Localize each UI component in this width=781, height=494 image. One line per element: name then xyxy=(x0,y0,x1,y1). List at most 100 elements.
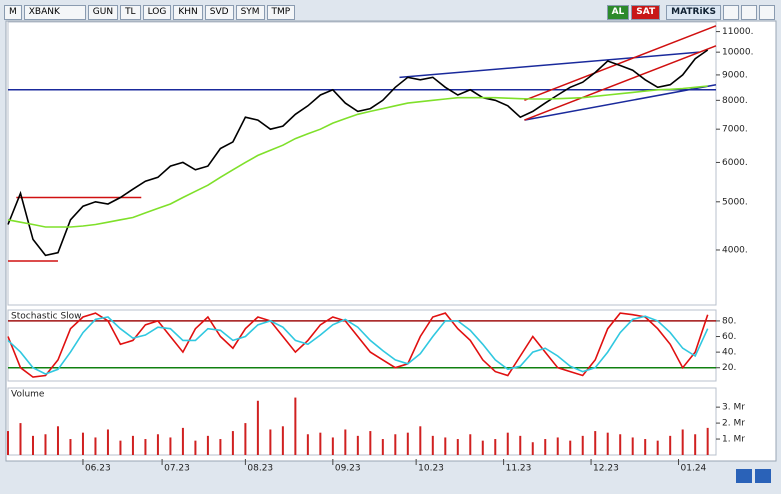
volume-bar xyxy=(269,429,272,455)
y-tick-label: 3. Mr xyxy=(722,403,745,413)
nav-button[interactable] xyxy=(736,469,752,483)
volume-bar xyxy=(106,429,109,455)
y-tick-label: 5000. xyxy=(722,197,748,207)
volume-bar xyxy=(7,431,9,455)
buy-button[interactable]: AL xyxy=(606,4,630,20)
x-tick-label: 11.23 xyxy=(506,464,532,474)
volume-bar xyxy=(556,437,559,455)
y-tick-label: 1. Mr xyxy=(722,435,745,445)
x-tick-label: 08.23 xyxy=(247,464,273,474)
volume-bar xyxy=(306,434,309,455)
volume-bar xyxy=(519,435,522,455)
series-line xyxy=(7,312,709,378)
volume-bar xyxy=(231,431,234,455)
volume-bar xyxy=(656,440,659,455)
volume-bar xyxy=(506,432,509,455)
toolbar-button[interactable]: SYM xyxy=(235,4,265,20)
volume-bar xyxy=(394,434,397,455)
menu-button[interactable]: M xyxy=(4,4,22,20)
y-tick-label: 8000. xyxy=(722,96,748,106)
volume-bar xyxy=(144,439,147,455)
trend-line xyxy=(524,83,717,121)
toolbar-button[interactable]: TL xyxy=(120,4,141,20)
toolbar-button[interactable]: KHN xyxy=(173,4,203,20)
volume-bar xyxy=(356,435,359,455)
series-line xyxy=(7,315,709,375)
symbol-field[interactable]: XBANK xyxy=(23,4,86,20)
volume-bar xyxy=(56,426,59,455)
volume-bar xyxy=(619,434,622,455)
sell-button[interactable]: SAT xyxy=(631,4,661,20)
toolbar-button[interactable]: LOG xyxy=(142,4,172,20)
volume-bar xyxy=(581,435,584,455)
toolbar-button[interactable]: SVD xyxy=(204,4,234,20)
x-tick-label: 06.23 xyxy=(85,464,111,474)
y-tick-label: 11000. xyxy=(722,27,754,37)
volume-bar xyxy=(569,440,572,455)
volume-bar xyxy=(319,432,322,455)
volume-bar xyxy=(219,439,222,455)
volume-bar xyxy=(381,439,384,455)
y-tick-label: 7000. xyxy=(722,125,748,135)
volume-bar xyxy=(294,397,297,455)
plot-area xyxy=(7,309,717,382)
plot-area xyxy=(7,387,717,456)
volume-bar xyxy=(631,437,634,455)
volume-bar xyxy=(594,431,597,455)
x-tick-label: 07.23 xyxy=(164,464,190,474)
volume-bar xyxy=(681,429,684,455)
panel-title: Stochastic Slow xyxy=(11,312,82,322)
y-tick-label: 20. xyxy=(722,363,736,373)
volume-bar xyxy=(456,439,459,455)
series-line xyxy=(7,85,708,228)
y-tick-label: 40. xyxy=(722,348,736,358)
y-tick-label: 10000. xyxy=(722,48,754,58)
x-tick-label: 09.23 xyxy=(335,464,361,474)
window-button[interactable] xyxy=(741,4,757,20)
volume-bar xyxy=(119,440,122,455)
volume-bar xyxy=(494,439,497,455)
volume-bar xyxy=(431,435,434,455)
trend-line xyxy=(524,45,717,121)
volume-bar xyxy=(606,432,609,455)
volume-bar xyxy=(69,439,72,455)
volume-bar xyxy=(131,435,134,455)
volume-bar xyxy=(256,400,259,455)
toolbar-button[interactable]: GUN xyxy=(87,4,119,20)
volume-bar xyxy=(94,437,97,455)
window-button[interactable] xyxy=(759,4,775,20)
volume-bar xyxy=(206,435,209,455)
y-tick-label: 6000. xyxy=(722,158,748,168)
volume-bar xyxy=(669,435,672,455)
x-tick-label: 12.23 xyxy=(593,464,619,474)
volume-bar xyxy=(181,427,184,455)
y-tick-label: 2. Mr xyxy=(722,419,745,429)
window-button[interactable] xyxy=(723,4,739,20)
brand: MATRiKS xyxy=(666,4,721,20)
volume-bar xyxy=(44,434,47,455)
volume-bar xyxy=(31,435,34,455)
volume-bar xyxy=(644,439,647,455)
volume-bar xyxy=(81,432,84,455)
volume-bar xyxy=(194,440,197,455)
plot-area xyxy=(7,21,717,306)
volume-bar xyxy=(694,434,697,455)
toolbar-button[interactable]: TMP xyxy=(266,4,296,20)
volume-bar xyxy=(156,434,159,455)
volume-bar xyxy=(469,434,472,455)
y-tick-label: 60. xyxy=(722,332,736,342)
volume-bar xyxy=(531,442,534,455)
volume-bar xyxy=(369,431,372,455)
volume-bar xyxy=(706,427,709,455)
volume-bar xyxy=(169,437,172,455)
volume-bar xyxy=(19,423,22,455)
y-tick-label: 9000. xyxy=(722,70,748,80)
x-tick-label: 01.24 xyxy=(681,464,707,474)
toolbar: M XBANK GUN TL LOG KHN SVD SYM TMP AL SA… xyxy=(4,4,775,20)
panel-title: Volume xyxy=(11,390,45,400)
y-tick-label: 4000. xyxy=(722,245,748,255)
nav-button[interactable] xyxy=(755,469,771,483)
volume-bar xyxy=(344,429,347,455)
